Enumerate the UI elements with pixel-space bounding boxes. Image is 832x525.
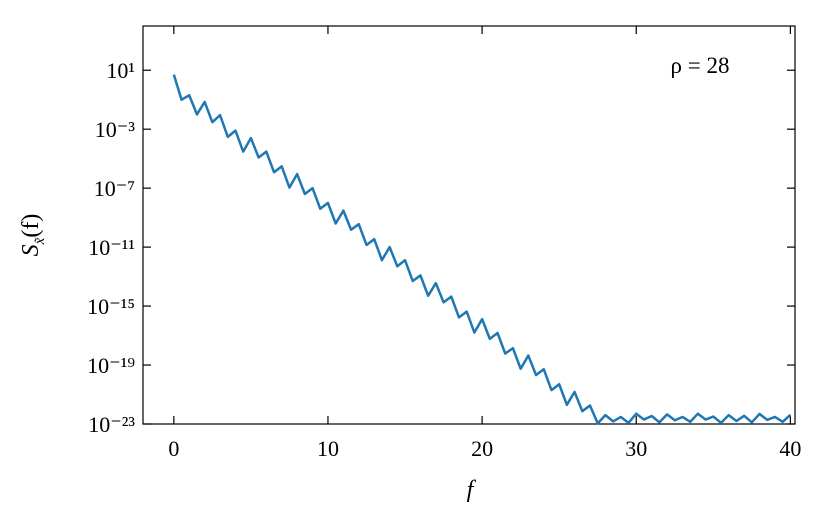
y-label-subscript: x̃ [32, 237, 48, 245]
y-axis-label: Sx̃(f) [18, 214, 48, 257]
x-tick-label: 10 [317, 436, 339, 461]
y-tick-label: 10⁻²³ [88, 412, 135, 437]
x-axis-label: f [467, 477, 477, 503]
y-label-suffix: (f) [18, 214, 44, 238]
x-tick-label: 30 [625, 436, 647, 461]
y-tick-label: 10¹ [106, 58, 135, 83]
y-tick-label: 10⁻¹⁵ [87, 294, 135, 319]
x-tick-label: 40 [779, 436, 801, 461]
data-line [172, 74, 792, 425]
y-tick-label: 10⁻¹⁹ [87, 353, 135, 378]
annotation: ρ = 28 [671, 53, 730, 78]
x-tick-label: 20 [471, 436, 493, 461]
plot-frame [142, 25, 796, 425]
x-tick-label: 0 [168, 436, 179, 461]
y-tick-label: 10⁻³ [95, 117, 136, 142]
y-tick-label: 10⁻⁷ [94, 176, 135, 201]
y-label-main: S [18, 244, 44, 256]
y-tick-label: 10⁻¹¹ [88, 235, 135, 260]
